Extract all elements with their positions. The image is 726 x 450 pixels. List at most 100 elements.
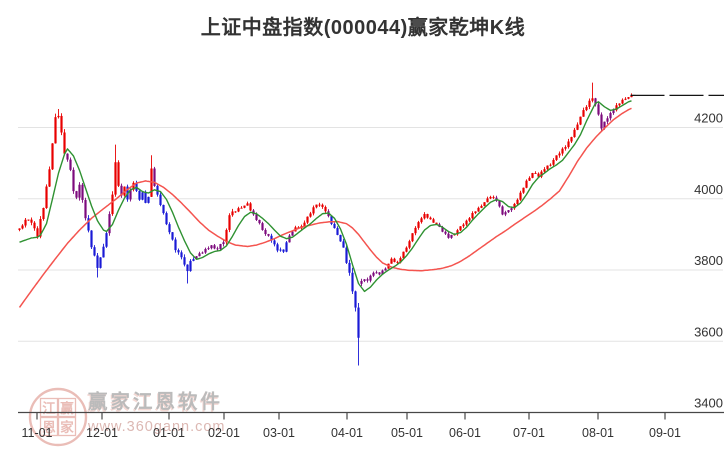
- candle: [627, 97, 630, 99]
- candle: [597, 104, 600, 115]
- candle: [594, 98, 597, 105]
- candle: [267, 234, 270, 236]
- candle: [474, 211, 477, 214]
- candle: [51, 143, 54, 170]
- candle: [375, 272, 378, 274]
- candle: [90, 230, 93, 248]
- candle: [528, 177, 531, 181]
- candle: [588, 100, 591, 107]
- candle: [120, 185, 123, 196]
- candle: [378, 272, 381, 275]
- candle: [420, 218, 423, 223]
- candle: [351, 272, 354, 292]
- candle: [603, 121, 606, 129]
- candle: [384, 268, 387, 271]
- candle: [357, 307, 360, 338]
- candle: [462, 224, 465, 227]
- candle: [195, 256, 198, 260]
- candles-layer: [18, 82, 633, 366]
- candle: [630, 95, 633, 98]
- candle: [615, 105, 618, 111]
- candle: [363, 279, 366, 281]
- candle: [303, 222, 306, 227]
- candle: [306, 216, 309, 223]
- candle: [612, 110, 615, 114]
- candle: [564, 147, 567, 149]
- candle: [27, 219, 30, 221]
- candle: [243, 205, 246, 208]
- candle: [444, 231, 447, 234]
- y-axis-labels: 4200 4000 3800 3600 3400: [694, 111, 723, 411]
- candle: [210, 245, 213, 249]
- ma-long-line: [18, 107, 632, 308]
- candle: [468, 218, 471, 221]
- candle: [81, 184, 84, 200]
- candle: [423, 214, 426, 219]
- watermark-stamp-char: 赢: [60, 400, 74, 416]
- candle: [174, 239, 177, 251]
- candle: [573, 129, 576, 138]
- candle: [93, 247, 96, 256]
- candle: [333, 223, 336, 229]
- x-tick-label: 07-01: [513, 426, 545, 440]
- y-tick-label: 4000: [694, 182, 723, 197]
- candle: [522, 187, 525, 193]
- candle: [261, 223, 264, 230]
- candle: [186, 264, 189, 272]
- candle: [576, 124, 579, 130]
- candle: [255, 214, 258, 220]
- candle: [183, 257, 186, 265]
- candle: [141, 192, 144, 200]
- candle: [42, 208, 45, 220]
- candle: [555, 155, 558, 160]
- candle: [219, 244, 222, 249]
- ma-short-line: [19, 100, 632, 293]
- watermark-stamp-box: [39, 416, 59, 437]
- y-tick-label: 4200: [694, 111, 723, 126]
- grid-layer: [18, 127, 723, 342]
- candle: [84, 199, 87, 219]
- candle: [486, 198, 489, 203]
- candle: [531, 173, 534, 178]
- candle: [180, 252, 183, 258]
- candle: [342, 241, 345, 248]
- candle: [207, 248, 210, 250]
- candle: [57, 115, 60, 118]
- candle: [312, 207, 315, 214]
- candle: [165, 213, 168, 225]
- candle: [309, 213, 312, 217]
- candle: [282, 249, 285, 252]
- candle: [429, 217, 432, 220]
- candle: [18, 228, 21, 230]
- candle: [321, 204, 324, 207]
- candle: [330, 216, 333, 224]
- y-tick-label: 3800: [694, 253, 723, 268]
- candle: [513, 203, 516, 209]
- candle: [75, 191, 78, 198]
- candle: [33, 222, 36, 229]
- candle: [525, 180, 528, 188]
- candle: [198, 253, 201, 257]
- candle: [543, 169, 546, 172]
- candle: [600, 114, 603, 129]
- candle: [609, 113, 612, 119]
- candle: [276, 244, 279, 251]
- candle: [558, 153, 561, 156]
- candle: [411, 233, 414, 242]
- candle: [228, 215, 231, 230]
- candle: [624, 98, 627, 100]
- x-axis: 11-01 12-01 01-01 02-01 03-01 04-01 05-01 06-01…: [18, 411, 724, 440]
- candle: [78, 184, 81, 198]
- watermark-stamp-char: 家: [60, 419, 74, 435]
- candle: [345, 247, 348, 263]
- candle: [96, 255, 99, 268]
- candle: [204, 248, 207, 253]
- candle: [354, 291, 357, 308]
- candle: [465, 220, 468, 225]
- candle: [606, 118, 609, 122]
- candle: [336, 228, 339, 235]
- candle: [372, 272, 375, 276]
- y-tick-label: 3600: [694, 324, 723, 339]
- candle: [105, 233, 108, 247]
